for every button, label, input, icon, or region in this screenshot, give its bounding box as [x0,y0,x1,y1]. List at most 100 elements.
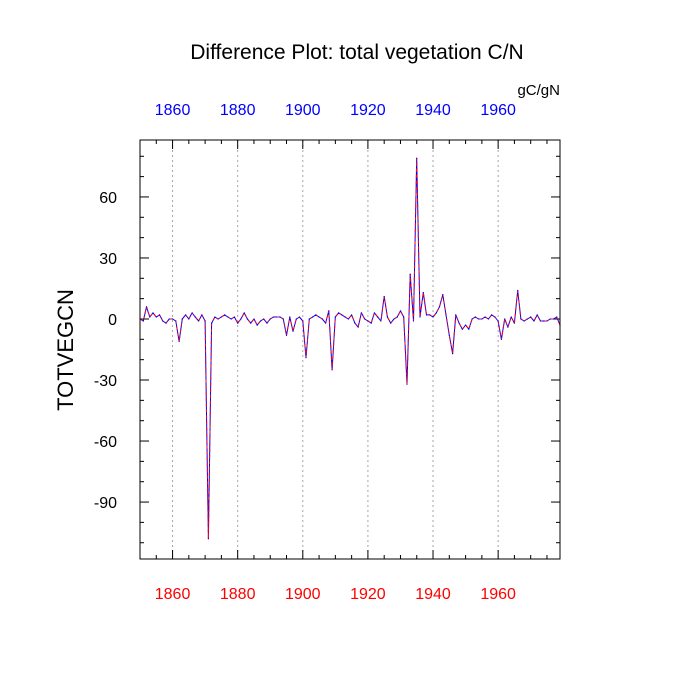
data-point [500,338,502,340]
major-ticks [140,140,560,559]
x-tick-label-top: 1960 [480,102,516,119]
data-point [214,316,216,318]
data-point [318,316,320,318]
x-tick-label-top: 1860 [155,102,191,119]
data-point [458,322,460,324]
data-point [302,320,304,322]
data-point [224,314,226,316]
data-point [504,318,506,320]
data-point [487,318,489,320]
x-tick-label-top: 1920 [350,102,386,119]
data-point [360,312,362,314]
data-point [536,314,538,316]
data-point [321,318,323,320]
data-point [357,326,359,328]
data-point [533,320,535,322]
chart-title: Difference Plot: total vegetation C/N [190,41,523,64]
data-point [168,318,170,320]
data-point [399,310,402,312]
data-point [448,334,450,336]
data-point [165,322,167,324]
data-point [364,318,366,320]
series-group [139,157,561,540]
plot-frame [139,139,561,560]
x-tick-label-bottom: 1960 [480,586,516,603]
y-tick-label: 30 [99,251,117,268]
series-line-dashed [139,157,561,540]
data-point [523,320,525,322]
x-tick-label-top: 1940 [415,102,451,119]
minor-ticks [139,140,560,559]
data-point [211,322,213,324]
data-point [484,316,486,318]
data-point [194,316,196,318]
x-tick-label-bottom: 1900 [285,586,321,603]
data-point [403,316,405,318]
y-axis-label: TOTVEGCN [53,289,78,411]
data-point [445,314,447,316]
data-point [455,314,457,316]
x-tick-label-top: 1880 [220,102,256,119]
data-point [530,316,532,318]
data-point [471,318,473,320]
data-point [517,289,519,292]
data-point [308,318,310,320]
data-point [465,324,467,326]
tick-labels: 1860 1860 1880 1880 1900 1900 1920 1920 1940 1940… [94,102,516,603]
data-point [344,316,346,318]
data-point [468,328,470,330]
units-label: gC/gN [517,82,560,99]
data-point [419,316,421,318]
data-point [552,318,555,320]
x-tick-label-bottom: 1880 [220,586,256,603]
y-tick-label: -60 [94,434,117,451]
data-point [452,353,454,355]
data-point [188,318,190,320]
data-point [243,312,245,314]
series-line [139,157,561,540]
data-point [351,314,353,316]
data-point [373,312,375,314]
data-point [438,306,441,308]
data-point [158,314,161,316]
data-point [185,314,187,316]
data-point [325,322,327,324]
data-point [412,320,415,322]
data-point [386,316,388,318]
data-point [510,316,512,318]
data-point [305,357,307,359]
data-point [461,328,463,330]
data-point [425,314,428,316]
data-point [240,318,242,320]
gridlines [172,140,499,559]
data-point [204,320,206,322]
data-point [282,318,284,320]
data-point [383,296,385,298]
data-point [175,320,177,322]
y-tick-label: -30 [94,373,117,390]
data-point [220,316,222,318]
data-point [227,316,229,318]
data-point [295,318,297,320]
data-point [409,273,411,275]
data-point [149,316,151,318]
data-point [478,318,480,320]
data-point [543,320,545,322]
data-point [201,314,203,316]
data-point [380,320,382,322]
data-point [520,318,522,320]
data-point [539,320,542,322]
data-point [292,330,294,332]
data-point [494,316,496,318]
data-point [259,320,262,322]
data-point [334,316,336,318]
data-point [237,322,239,324]
data-point [406,383,408,385]
data-point [152,312,154,314]
data-point [315,314,317,316]
data-point [513,322,516,324]
data-point [272,316,275,318]
y-tick-label: 0 [108,312,117,329]
data-point [331,369,333,371]
